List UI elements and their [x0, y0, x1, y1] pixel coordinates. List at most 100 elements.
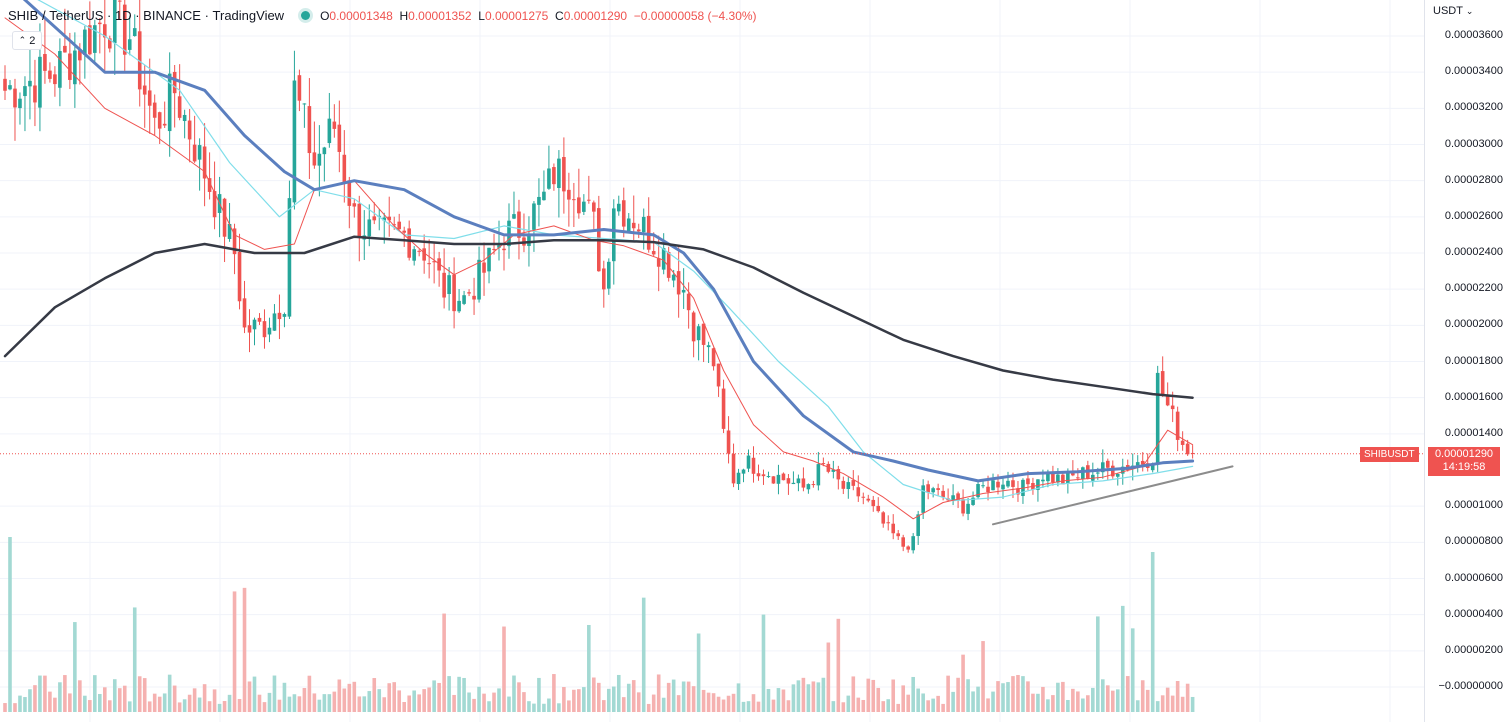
candle-body	[367, 219, 372, 237]
volume-bar	[537, 677, 541, 712]
candle-body	[986, 486, 990, 493]
price-chart[interactable]	[0, 0, 1424, 722]
candle-body	[382, 217, 387, 221]
candle-body	[671, 274, 676, 281]
price-tick-label: 0.00003400	[1444, 65, 1503, 78]
candle-body	[666, 252, 671, 278]
volume-bar	[691, 686, 696, 712]
volume-bar	[1185, 683, 1190, 712]
price-scale[interactable]: USDT ⌄ 0.00003600 0.00003400 0.00003200 0.0…	[1424, 0, 1509, 722]
volume-bar	[1190, 696, 1195, 712]
candle-body	[781, 473, 786, 481]
volume-bar	[656, 674, 661, 712]
volume-bar	[442, 613, 446, 712]
volume-bar	[661, 697, 666, 712]
candle-body	[926, 484, 930, 493]
volume-bar	[951, 691, 955, 712]
ohlc-values: O0.00001348 H0.00001352 L0.00001275 C0.0…	[320, 9, 756, 23]
candle-body	[736, 472, 741, 485]
candle-body	[242, 298, 247, 328]
candle-body	[1016, 488, 1020, 495]
candle-body	[1006, 480, 1010, 487]
candle-body	[23, 86, 27, 97]
candle-body	[307, 106, 312, 154]
volume-bar	[1086, 695, 1090, 712]
volume-bar	[257, 694, 262, 712]
currency-button[interactable]: USDT ⌄	[1433, 5, 1473, 17]
candle-body	[137, 31, 142, 90]
volume-bar	[906, 694, 910, 712]
candle-body	[951, 495, 955, 501]
candle-body	[1056, 474, 1060, 483]
candle-body	[487, 247, 491, 272]
price-tick-label: 0.00002400	[1444, 246, 1503, 258]
candle-body	[552, 167, 556, 185]
volume-bar	[866, 678, 871, 712]
candle-body	[1150, 464, 1155, 471]
price-tick-label: 0.00000800	[1444, 535, 1503, 548]
volume-bar	[557, 703, 561, 712]
candle-body	[282, 314, 287, 317]
volume-bar	[93, 675, 97, 712]
candle-body	[651, 251, 656, 255]
volume-bar	[547, 698, 551, 712]
market-status-icon[interactable]	[301, 11, 311, 20]
volume-bar	[492, 692, 496, 712]
candle-body	[881, 512, 886, 524]
volume-bar	[372, 678, 377, 712]
volume-bar	[117, 688, 122, 712]
volume-bar	[736, 683, 741, 712]
volume-bar	[626, 683, 631, 712]
volume-bar	[13, 703, 17, 712]
volume-bar	[1096, 616, 1100, 712]
candle-body	[931, 488, 935, 493]
candle-body	[157, 112, 162, 129]
volume-bar	[302, 688, 307, 712]
candle-body	[1036, 479, 1040, 490]
candle-body	[98, 22, 102, 25]
price-tick-label: 0.00002000	[1444, 318, 1503, 331]
ma-long-line	[3, 235, 1194, 399]
close-value: 0.00001290	[563, 8, 628, 23]
volume-bar	[751, 694, 756, 712]
candle-body	[73, 50, 77, 85]
volume-bar	[53, 697, 57, 712]
volume-bar	[217, 703, 222, 712]
volume-bar	[911, 676, 915, 712]
candle-body	[816, 464, 821, 486]
chart-area[interactable]: SHIB / TetherUS · 1D · BINANCE · Trading…	[0, 0, 1424, 722]
volume-bar	[597, 682, 601, 712]
candle-body	[347, 180, 352, 206]
candle-body	[911, 536, 915, 551]
volume-bar	[816, 682, 821, 712]
candle-body	[801, 478, 806, 488]
candle-body	[427, 263, 431, 265]
candle-body	[1180, 440, 1185, 445]
volume-bar	[472, 698, 476, 712]
indicator-toggle-button[interactable]: ⌃ 2	[12, 31, 42, 50]
candle-body	[68, 53, 72, 80]
volume-bar	[981, 641, 985, 712]
volume-bar	[851, 676, 856, 712]
volume-bar	[122, 685, 127, 712]
volume-bar	[1041, 686, 1045, 712]
last-price-badge: 0.00001290 14:19:58	[1428, 447, 1500, 476]
candle-body	[103, 24, 107, 38]
candle-body	[636, 229, 641, 232]
candle-body	[971, 497, 975, 505]
candle-body	[212, 191, 217, 218]
candle-body	[53, 74, 57, 85]
volume-bar	[127, 701, 132, 712]
volume-bar	[252, 676, 257, 712]
candle-body	[93, 25, 97, 53]
candle-body	[152, 102, 157, 118]
candle-body	[63, 45, 67, 53]
volume-bar	[871, 679, 876, 712]
candle-body	[507, 220, 511, 247]
volume-bar	[1165, 687, 1170, 712]
volume-bar	[861, 699, 866, 712]
volume-bar	[796, 680, 801, 712]
symbol-name[interactable]: SHIB	[8, 8, 39, 23]
interval-label[interactable]: 1D	[114, 8, 132, 23]
volume-bar	[1091, 687, 1095, 712]
